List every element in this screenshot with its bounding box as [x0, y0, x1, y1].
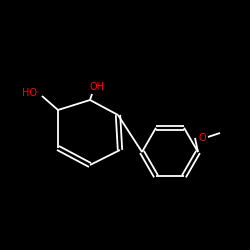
- Text: OH: OH: [90, 82, 105, 92]
- Text: O: O: [198, 133, 206, 143]
- Text: HO: HO: [22, 88, 37, 98]
